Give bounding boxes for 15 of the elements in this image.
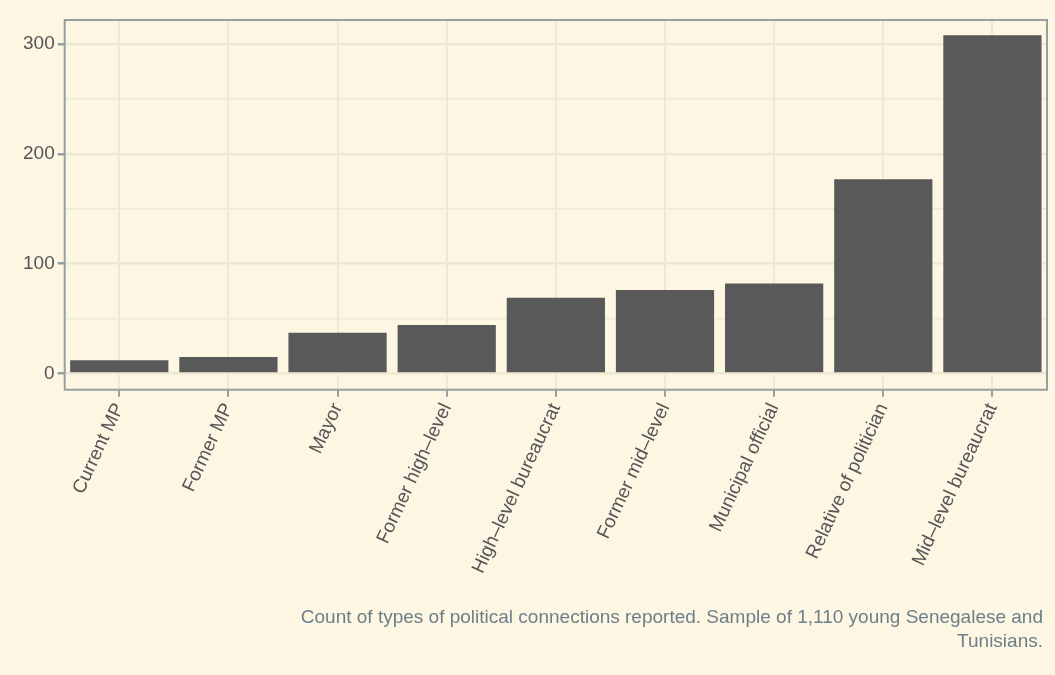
y-tick-label: 100 xyxy=(23,251,55,273)
x-tick-label: Mayor xyxy=(304,399,347,457)
bar xyxy=(725,283,824,373)
y-tick-label: 200 xyxy=(23,142,55,164)
y-tick-label: 0 xyxy=(44,361,55,383)
bar xyxy=(288,332,387,373)
bar xyxy=(834,179,933,373)
bar xyxy=(397,325,496,373)
bar xyxy=(506,297,605,373)
bar xyxy=(179,356,278,373)
y-tick-label: 300 xyxy=(23,32,55,54)
text: Count of types of political connections reported. Sample of 1,110 young Senegalese and Tunisians. xyxy=(299,605,1043,653)
bar xyxy=(615,289,715,373)
bar xyxy=(70,360,169,373)
bar xyxy=(943,35,1042,373)
